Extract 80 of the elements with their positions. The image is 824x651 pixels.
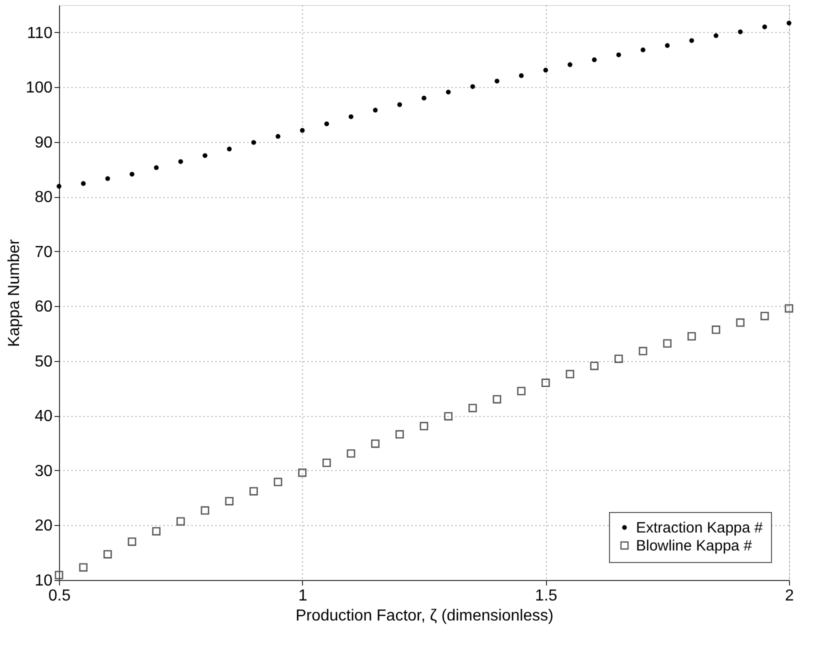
point — [176, 517, 185, 526]
legend-label: Blowline Kappa # — [636, 538, 753, 554]
x-axis-title: Production Factor, ζ (dimensionless) — [296, 608, 554, 624]
point — [298, 468, 307, 477]
point — [226, 146, 232, 152]
point — [130, 172, 134, 177]
x-tick-label: 0.5 — [48, 588, 71, 604]
point — [517, 386, 526, 396]
point — [470, 84, 476, 89]
point — [371, 439, 380, 448]
point — [372, 108, 378, 113]
point — [274, 478, 282, 486]
y-tick-label: 10 — [34, 572, 53, 590]
point — [56, 184, 62, 189]
point — [128, 537, 136, 546]
point — [300, 128, 305, 133]
x-tick-label: 2 — [785, 588, 794, 604]
point — [738, 29, 743, 34]
point — [154, 165, 159, 170]
point — [762, 24, 768, 30]
point — [736, 318, 745, 327]
point — [178, 159, 184, 164]
point — [568, 62, 572, 68]
point — [468, 404, 477, 412]
point — [397, 102, 402, 108]
y-tick-label: 60 — [34, 298, 53, 316]
point — [80, 181, 86, 186]
point — [614, 354, 623, 363]
y-tick-label: 70 — [34, 244, 53, 261]
point — [202, 153, 208, 158]
point — [640, 48, 646, 52]
point — [590, 362, 599, 370]
point — [200, 506, 210, 515]
point — [663, 339, 672, 348]
point — [105, 176, 110, 181]
y-tick-label: 100 — [26, 80, 53, 97]
y-tick-label: 80 — [34, 189, 53, 206]
point — [687, 332, 696, 340]
point — [420, 422, 428, 430]
y-tick-label: 30 — [34, 462, 53, 480]
point — [446, 90, 451, 94]
point — [346, 449, 356, 458]
y-tick-label: 110 — [26, 24, 53, 42]
point — [518, 73, 524, 78]
point — [543, 68, 548, 73]
x-tick-label: 1 — [298, 588, 308, 604]
point — [592, 57, 597, 62]
point — [422, 96, 426, 100]
point — [251, 140, 256, 145]
point — [541, 378, 550, 388]
point — [760, 312, 769, 320]
point — [784, 304, 794, 313]
point — [152, 527, 161, 536]
point — [276, 134, 280, 139]
x-tick-label: 1.5 — [535, 588, 558, 604]
point — [664, 43, 670, 48]
point — [494, 78, 500, 84]
y-axis-title: Kappa Number — [6, 238, 23, 347]
point — [225, 496, 234, 506]
point — [249, 487, 258, 496]
y-tick-label: 20 — [34, 518, 53, 535]
point — [714, 33, 718, 38]
point — [79, 563, 88, 572]
y-tick-label: 50 — [34, 353, 53, 370]
point — [322, 458, 331, 467]
point — [395, 430, 404, 439]
point — [638, 346, 648, 356]
point — [444, 412, 453, 420]
point — [492, 395, 502, 404]
legend-label: Extraction Kappa # — [636, 520, 764, 536]
point — [786, 20, 792, 26]
y-tick-label: 40 — [34, 408, 53, 426]
point — [324, 121, 330, 126]
point — [103, 550, 112, 558]
point — [616, 52, 622, 58]
point — [348, 114, 354, 120]
y-tick-label: 90 — [34, 134, 53, 152]
point — [689, 38, 694, 43]
point — [566, 370, 574, 378]
point — [712, 326, 720, 334]
